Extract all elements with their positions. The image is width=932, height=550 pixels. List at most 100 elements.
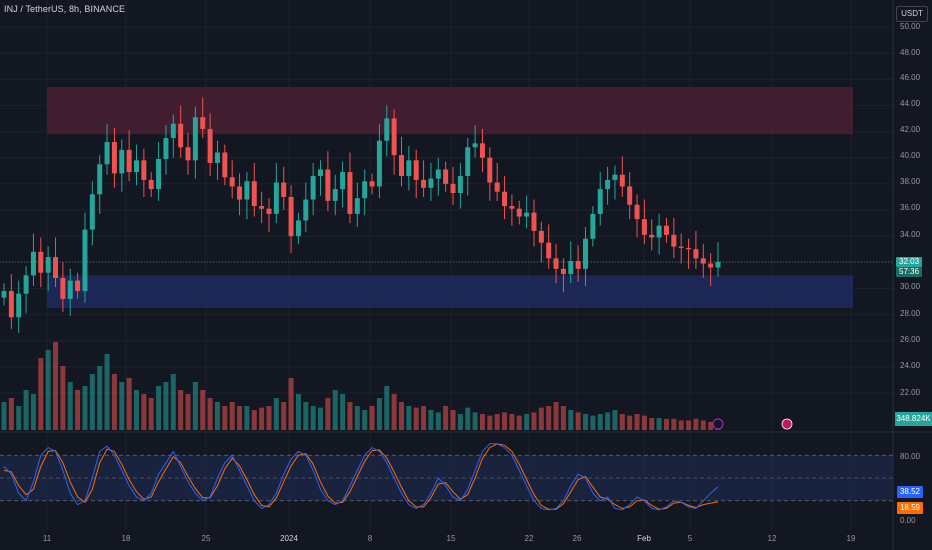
price-label: 24.00 [900, 361, 921, 370]
volume-bar [178, 390, 184, 430]
volume-bar [553, 402, 559, 430]
candle-body [38, 251, 44, 273]
price-label: 26.00 [900, 335, 921, 344]
volume-bar [472, 412, 478, 430]
candle-body [303, 199, 309, 221]
stoch-d-tag: 18.59 [897, 502, 923, 514]
candle-body [369, 181, 375, 187]
candle-body [111, 142, 117, 174]
volume-bar [656, 418, 662, 430]
volume-bar [663, 418, 669, 430]
volume-bar [487, 415, 493, 430]
volume-bar [16, 406, 22, 430]
volume-bar [244, 406, 250, 430]
candle-body [649, 234, 655, 238]
volume-bar [89, 374, 95, 430]
volume-bar [627, 415, 633, 430]
volume-bar [443, 406, 449, 430]
volume-bar [303, 402, 309, 430]
volume-bar [465, 407, 471, 430]
candle-body [281, 182, 287, 197]
candle-body [479, 143, 485, 158]
volume-bar [384, 386, 390, 430]
volume-bar [214, 402, 220, 430]
time-label: 26 [572, 534, 582, 543]
candle-body [119, 149, 125, 174]
bolt-icon [712, 418, 724, 430]
volume-bar [111, 374, 117, 430]
volume-bar [479, 414, 485, 430]
candle-body [502, 191, 508, 207]
time-label: 2024 [280, 534, 298, 543]
volume-bar [310, 406, 316, 430]
volume-bar [398, 402, 404, 430]
volume-bar [97, 366, 103, 430]
volume-bar [376, 398, 382, 430]
price-label: 42.00 [900, 125, 921, 134]
volume-bar [192, 382, 198, 430]
volume-bar [590, 415, 596, 430]
price-label: 22.00 [900, 388, 921, 397]
volume-bar [678, 420, 684, 430]
candle-body [332, 189, 338, 201]
volume-bar [53, 342, 59, 430]
volume-bar [421, 406, 427, 430]
volume-bar [8, 398, 14, 430]
volume-bar [575, 412, 581, 430]
volume-bar [133, 390, 139, 430]
candle-body [708, 263, 714, 268]
candle-body [237, 186, 243, 200]
volume-bar [207, 398, 213, 430]
volume-bar [340, 394, 346, 430]
candle-body [192, 117, 198, 161]
volume-bar [708, 422, 714, 430]
candle-body [627, 186, 633, 205]
candle-body [487, 157, 493, 183]
candle-body [619, 174, 625, 187]
candle-body [133, 160, 139, 173]
price-label: 46.00 [900, 73, 921, 82]
volume-bar [516, 415, 522, 430]
candle-body [214, 152, 220, 163]
price-label: 30.00 [900, 282, 921, 291]
volume-bar [75, 390, 81, 430]
candle-body [641, 219, 647, 235]
volume-bar [126, 378, 132, 430]
candle-body [185, 147, 191, 161]
volume-bar [170, 374, 176, 430]
flag-icon [781, 418, 793, 430]
volume-bar [325, 398, 331, 430]
candle-body [671, 234, 677, 247]
candle-body [178, 123, 184, 148]
volume-bar [332, 390, 338, 430]
symbol-title: INJ / TetherUS, 8h, BINANCE [4, 4, 126, 14]
volume-bar [649, 418, 655, 430]
candle-body [413, 160, 419, 180]
candle-body [398, 155, 404, 177]
candle-body [104, 142, 110, 165]
volume-bar [369, 406, 375, 430]
candle-body [16, 293, 22, 318]
currency-badge[interactable]: USDT [896, 6, 928, 22]
candle-body [406, 160, 412, 177]
candle-body [457, 176, 463, 194]
candle-body [354, 198, 360, 214]
candle-body [53, 257, 59, 278]
volume-bar [428, 410, 434, 430]
volume-bar [229, 402, 235, 430]
volume-bar [686, 420, 692, 430]
volume-bar [222, 406, 228, 430]
volume-bar [347, 402, 353, 430]
candle-body [266, 208, 272, 214]
time-label: 15 [446, 534, 456, 543]
candle-body [222, 152, 228, 178]
candle-body [391, 118, 397, 156]
candle-body [428, 178, 434, 188]
candle-body [686, 247, 692, 250]
volume-bar [509, 414, 515, 430]
candle-body [435, 169, 441, 179]
time-label: 5 [687, 534, 693, 543]
volume-value-tag: 348.824K [895, 412, 932, 426]
time-label: 8 [367, 534, 373, 543]
